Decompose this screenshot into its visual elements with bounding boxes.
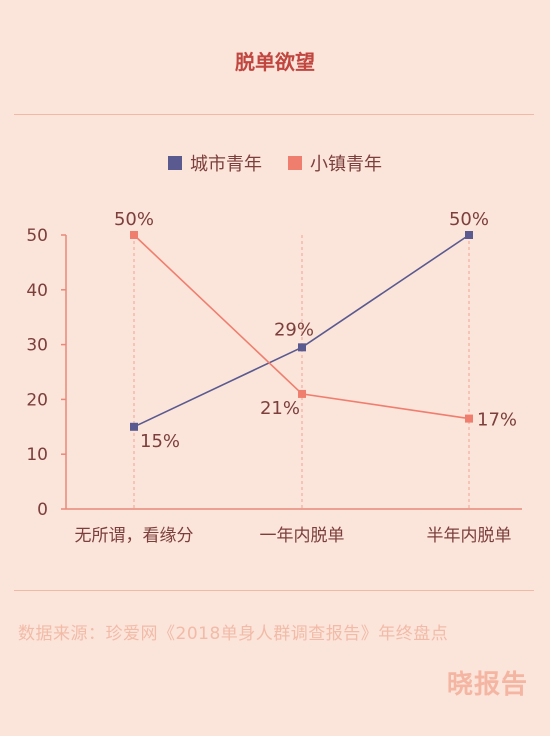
- legend-item-town: 小镇青年: [288, 150, 382, 176]
- y-tick-label: 20: [26, 390, 48, 410]
- line-chart: 0 10 20 30 40 50 无所谓，看缘分 一年内脱单 半年内脱单 15% 29% 50% 50%…: [26, 209, 522, 546]
- data-point-city: [298, 343, 306, 352]
- chart-title: 脱单欲望: [235, 50, 315, 74]
- watermark-logo: 晓报告: [446, 670, 528, 700]
- top-divider: [14, 114, 534, 115]
- legend-label-city: 城市青年: [190, 154, 262, 175]
- y-tick-label: 0: [37, 500, 48, 520]
- bottom-divider: [14, 590, 534, 591]
- data-label-city: 29%: [274, 319, 314, 340]
- data-label-town: 50%: [114, 209, 154, 230]
- legend-item-city: 城市青年: [168, 150, 262, 176]
- data-label-city: 15%: [140, 431, 180, 452]
- x-tick-label: 无所谓，看缘分: [75, 526, 194, 546]
- data-point-town: [130, 231, 138, 239]
- data-label-town: 17%: [477, 410, 517, 431]
- legend-swatch-city: [168, 156, 182, 170]
- legend-label-town: 小镇青年: [310, 154, 382, 175]
- data-label-town: 21%: [260, 398, 300, 419]
- y-tick-label: 30: [26, 336, 48, 356]
- data-label-city: 50%: [449, 209, 489, 230]
- data-point-city: [465, 231, 473, 239]
- data-point-city: [130, 422, 138, 431]
- x-tick-label: 半年内脱单: [427, 526, 512, 546]
- y-tick-label: 40: [26, 281, 48, 301]
- data-point-town: [298, 389, 306, 398]
- y-tick-label: 10: [26, 445, 48, 465]
- source-note: 数据来源：珍爱网《2018单身人群调查报告》年终盘点: [18, 624, 449, 644]
- legend: 城市青年 小镇青年: [0, 150, 550, 176]
- legend-swatch-town: [288, 156, 302, 170]
- data-point-town: [465, 414, 473, 423]
- y-tick-label: 50: [26, 226, 48, 246]
- x-tick-label: 一年内脱单: [260, 526, 345, 546]
